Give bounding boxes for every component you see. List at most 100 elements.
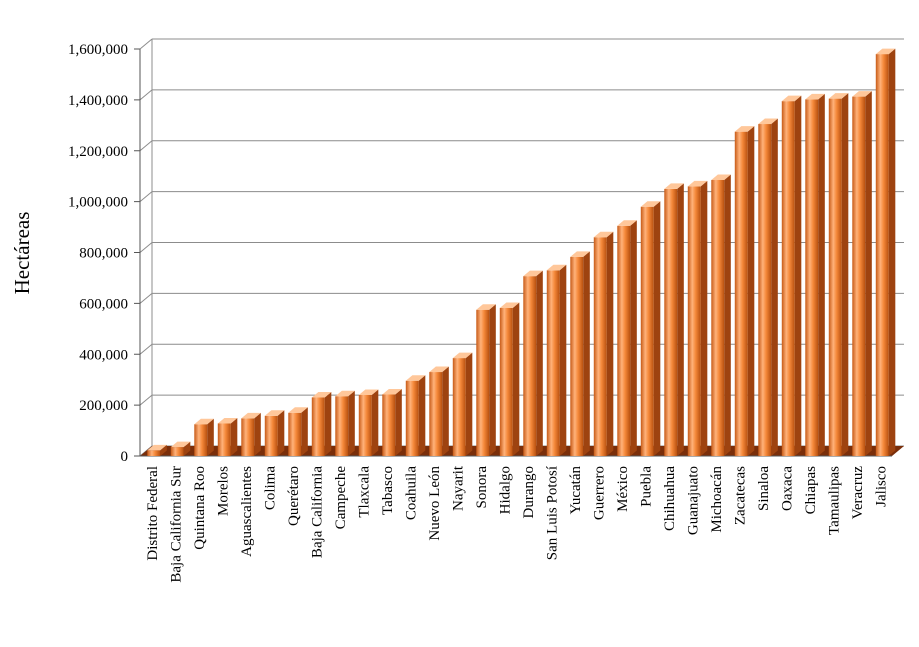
bar-front [170,447,184,456]
bar-front [264,415,278,456]
bar-side [418,375,426,456]
bar-top [617,220,637,226]
bar [523,270,543,456]
bar [194,418,214,456]
bar-side [160,444,167,456]
bar-top [429,366,449,373]
bar-top [452,352,473,359]
bar-front [593,237,607,456]
bar-top [875,48,896,55]
x-tick-label: Veracruz [850,466,866,520]
bar-side [371,389,379,456]
y-tick-label: 800,000 [79,246,128,262]
bar-top [758,118,778,125]
bar [852,91,872,457]
bar [147,444,167,456]
bar-front [382,394,396,456]
bar-top [499,302,520,308]
bar [217,417,238,456]
bar-side [230,417,238,456]
bar-front [452,358,466,456]
x-tick-label: Durango [521,466,537,519]
y-tick-label: 200,000 [79,398,128,414]
bar-top [264,410,285,416]
x-tick-label: Guerrero [591,466,607,520]
bar-front [546,270,560,456]
bar-top [828,93,849,99]
x-tick-label: Puebla [638,466,654,507]
bar [499,302,520,456]
bar [828,93,849,457]
bar-top [382,388,402,395]
y-axis-ticks: 0 200,000 400,000 600,000 800,000 1,000,000 1,… [68,42,140,465]
bar-top [170,441,191,448]
gridline-slant [139,394,153,406]
bar-front [758,124,772,457]
bar-front [711,180,725,457]
bar-side [606,231,614,456]
x-tick-label: Nuevo León [427,466,443,541]
bar [382,388,402,456]
bar-side [301,407,308,456]
bar-side [630,220,637,456]
x-tick-label: Tabasco [380,466,396,515]
x-tick-label: Chiapas [803,466,819,514]
bar-front [217,423,231,456]
bar-top [687,180,708,187]
bar [758,118,778,457]
bar [617,220,637,456]
bar-front [664,188,678,456]
x-tick-label: San Luis Potosí [544,466,560,560]
bar-front [288,412,302,456]
y-tick-label: 600,000 [79,296,128,312]
bar [358,389,379,456]
x-tick-label: Guanajuato [685,466,701,535]
bar-top [405,375,426,381]
bar [593,231,614,456]
bar-side [747,126,755,456]
bar-top [664,183,684,189]
x-tick-label: Hidalgo [497,466,513,514]
bar-side [818,93,825,457]
bar-front [358,394,372,456]
bar-side [207,418,214,456]
bar-side [348,390,355,456]
gridline-slant [139,343,153,355]
bar-side [324,391,332,456]
bar-side [465,352,473,456]
bar [264,410,285,456]
y-tick-label: 1,000,000 [68,195,128,211]
bar-top [358,389,379,395]
x-tick-label: Yucatán [568,466,584,515]
bar-front [194,424,208,456]
gridline-slant [139,191,153,203]
gridline-slant [139,89,153,101]
bar-top [311,391,332,398]
bar-front [335,396,349,456]
gridline-slant [139,38,153,50]
bar-front [429,372,443,456]
x-tick-label: Distrito Federal [145,466,161,561]
bar-top [570,251,590,257]
gridline-slant [139,242,153,253]
bar-top [217,417,238,424]
bar [875,48,896,457]
bar [640,201,661,456]
bar-side [442,366,449,456]
bar [781,95,802,456]
bar [711,174,731,457]
x-tick-label: Coahuila [403,466,419,520]
bar-front [311,397,325,456]
x-tick-label: Nayarit [450,465,466,511]
bar [429,366,449,456]
x-tick-label: Querétaro [286,466,302,526]
bar-side [653,201,661,456]
bar-front [241,418,255,456]
bar [335,390,355,456]
bar-side [277,410,285,456]
x-tick-label: Baja California Sur [168,466,184,583]
bar-top [593,231,614,238]
bar-top [640,201,661,207]
bar [311,391,332,456]
